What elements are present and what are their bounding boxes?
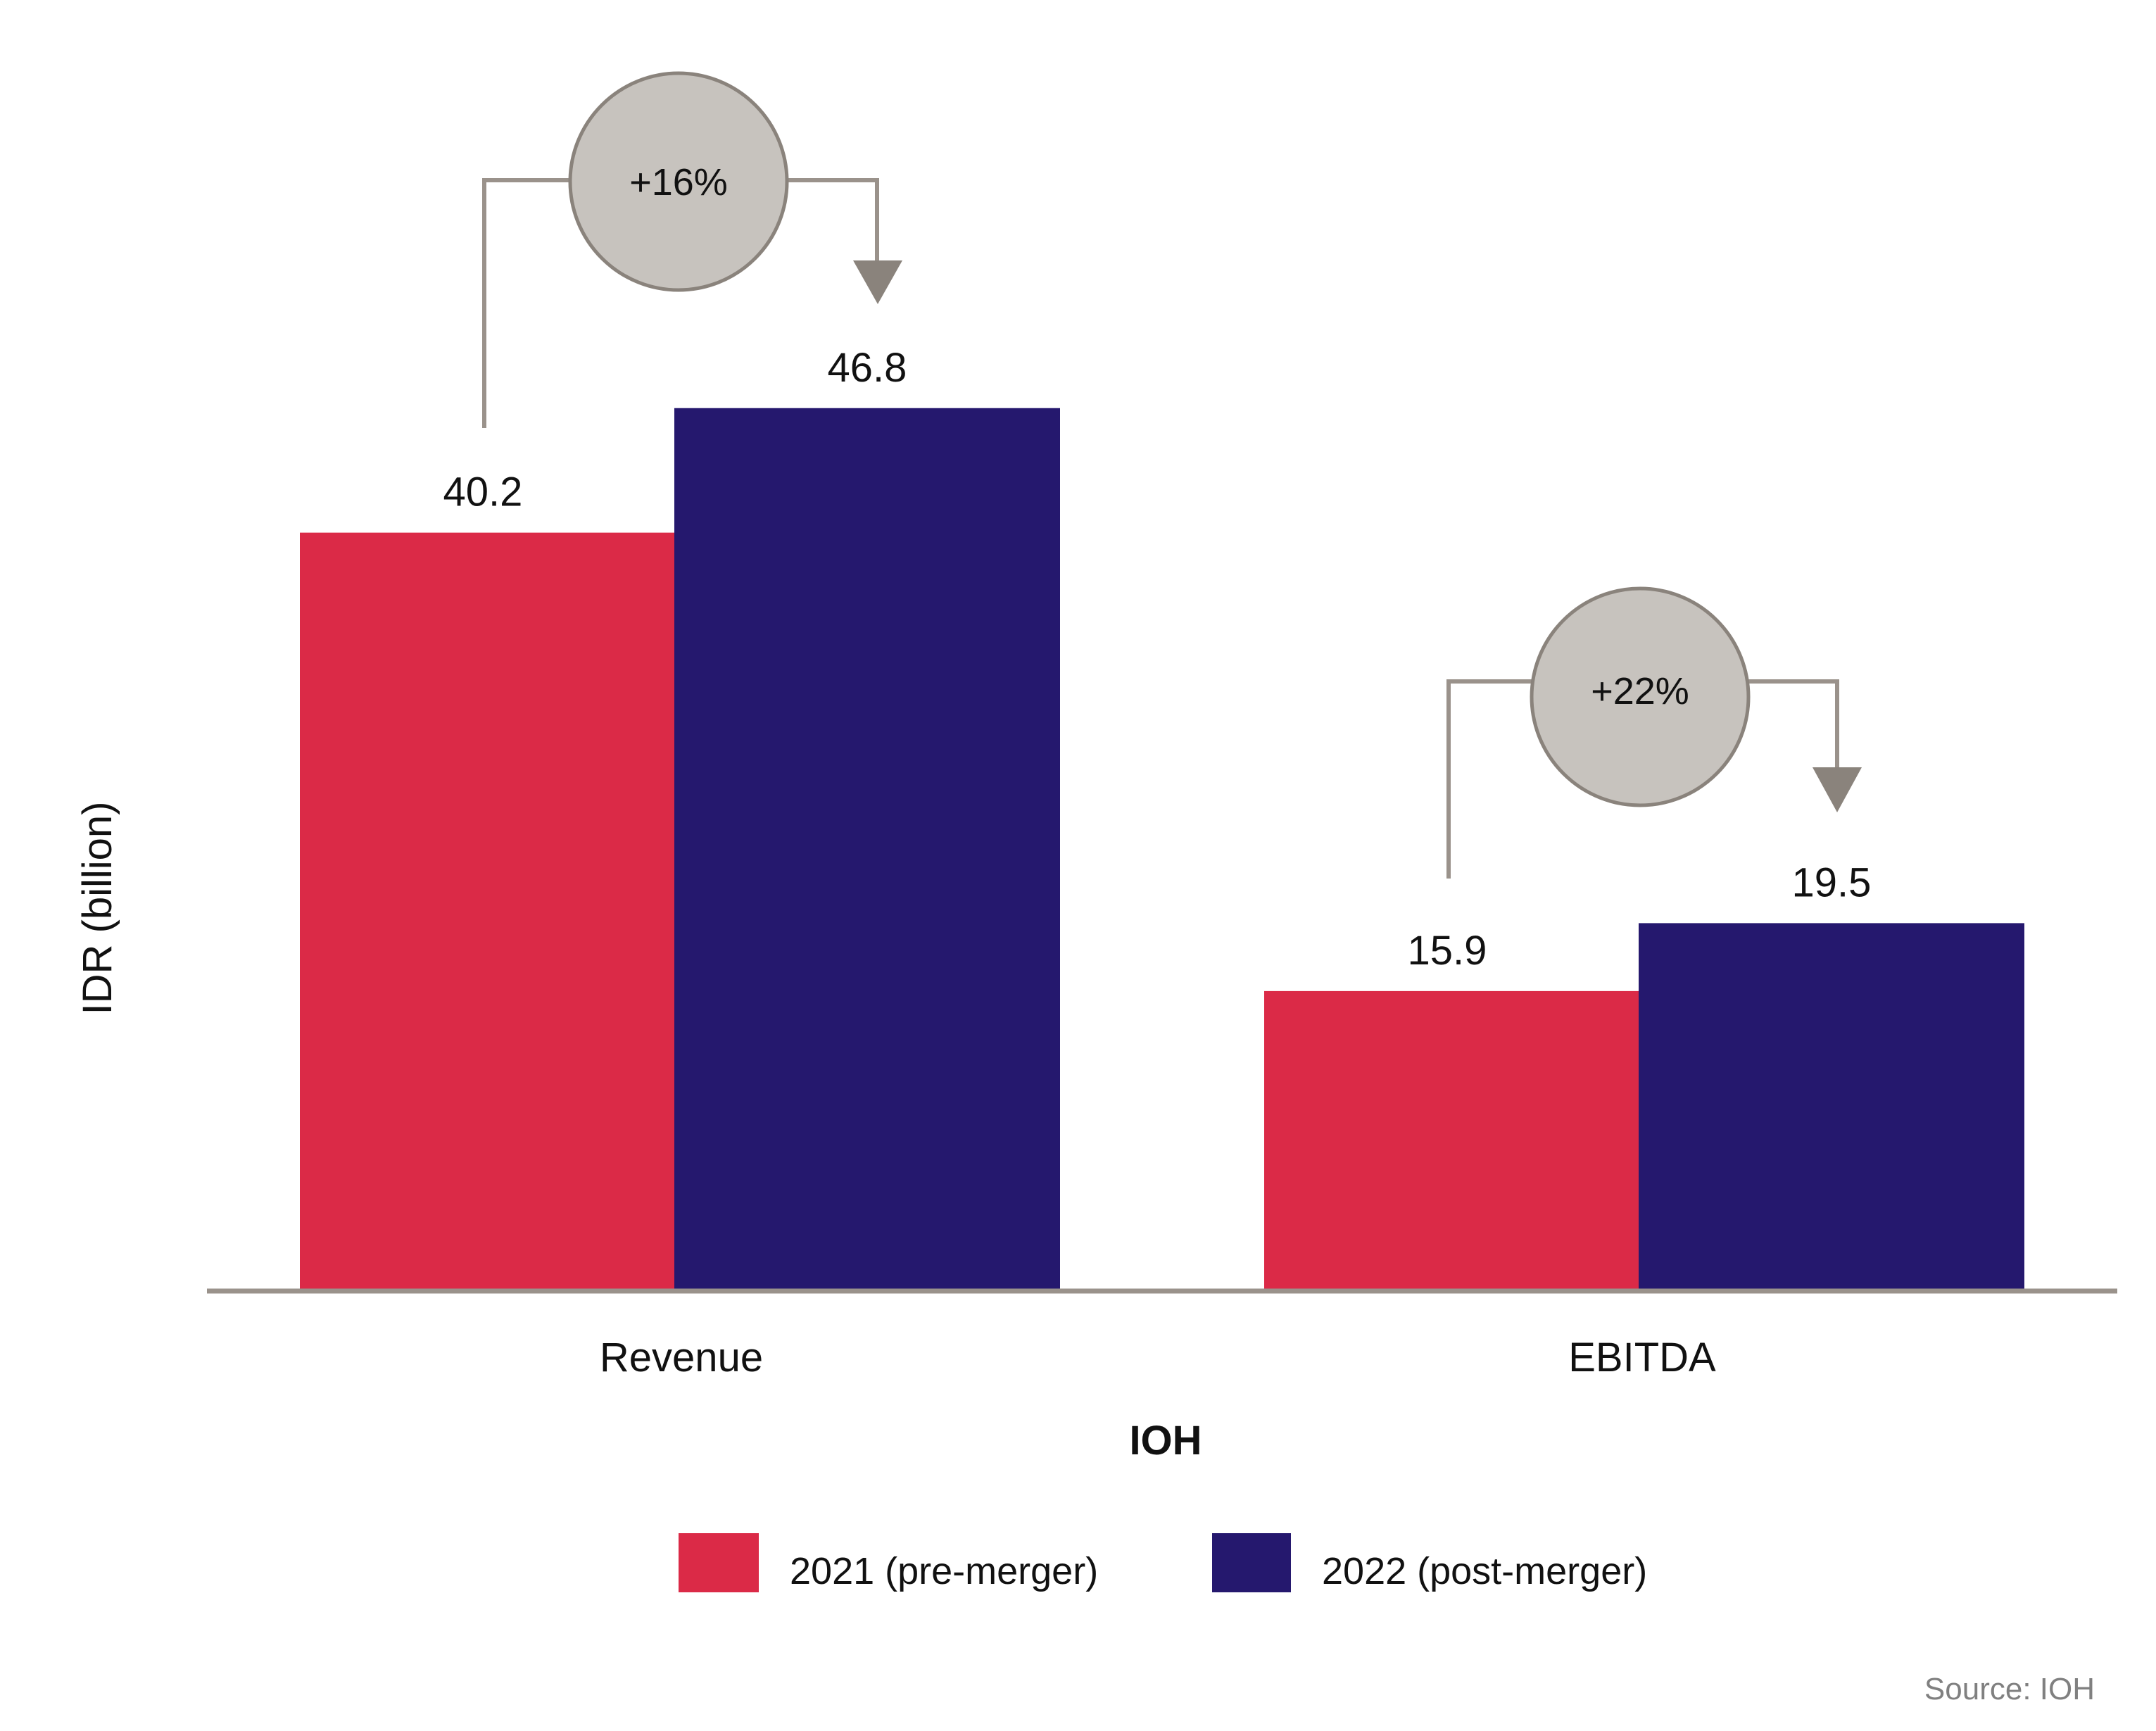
legend-label-2021: 2021 (pre-merger) bbox=[790, 1550, 1098, 1592]
bar-ebitda-2021 bbox=[1264, 990, 1639, 1291]
value-label-ebitda-2021: 15.9 bbox=[1408, 928, 1487, 974]
growth-bubble-revenue bbox=[568, 71, 789, 292]
source-note: Source: IOH bbox=[1924, 1672, 2095, 1706]
bar-revenue-2022 bbox=[674, 408, 1060, 1291]
y-axis-title: IDR (billion) bbox=[75, 802, 120, 1015]
growth-connector-revenue bbox=[482, 178, 879, 428]
growth-connector-ebitda bbox=[1446, 679, 1839, 879]
tick-label-revenue: Revenue bbox=[600, 1335, 763, 1380]
growth-label-revenue: +16% bbox=[629, 161, 728, 203]
value-label-ebitda-2022: 19.5 bbox=[1792, 860, 1872, 905]
value-label-revenue-2022: 46.8 bbox=[828, 345, 907, 391]
bar-ebitda-2022 bbox=[1639, 923, 2024, 1291]
arrow-down-icon bbox=[1813, 767, 1862, 812]
bar-revenue-2021 bbox=[300, 532, 674, 1291]
arrow-down-icon bbox=[853, 260, 902, 304]
legend-swatch-2021 bbox=[679, 1533, 759, 1592]
x-axis-title: IOH bbox=[1129, 1418, 1202, 1464]
tick-label-ebitda: EBITDA bbox=[1568, 1335, 1716, 1380]
growth-label-ebitda: +22% bbox=[1591, 670, 1689, 712]
value-label-revenue-2021: 40.2 bbox=[443, 470, 523, 515]
growth-bubble-ebitda bbox=[1530, 586, 1751, 807]
legend-swatch-2022 bbox=[1212, 1533, 1291, 1592]
legend-label-2022: 2022 (post-merger) bbox=[1322, 1550, 1647, 1592]
